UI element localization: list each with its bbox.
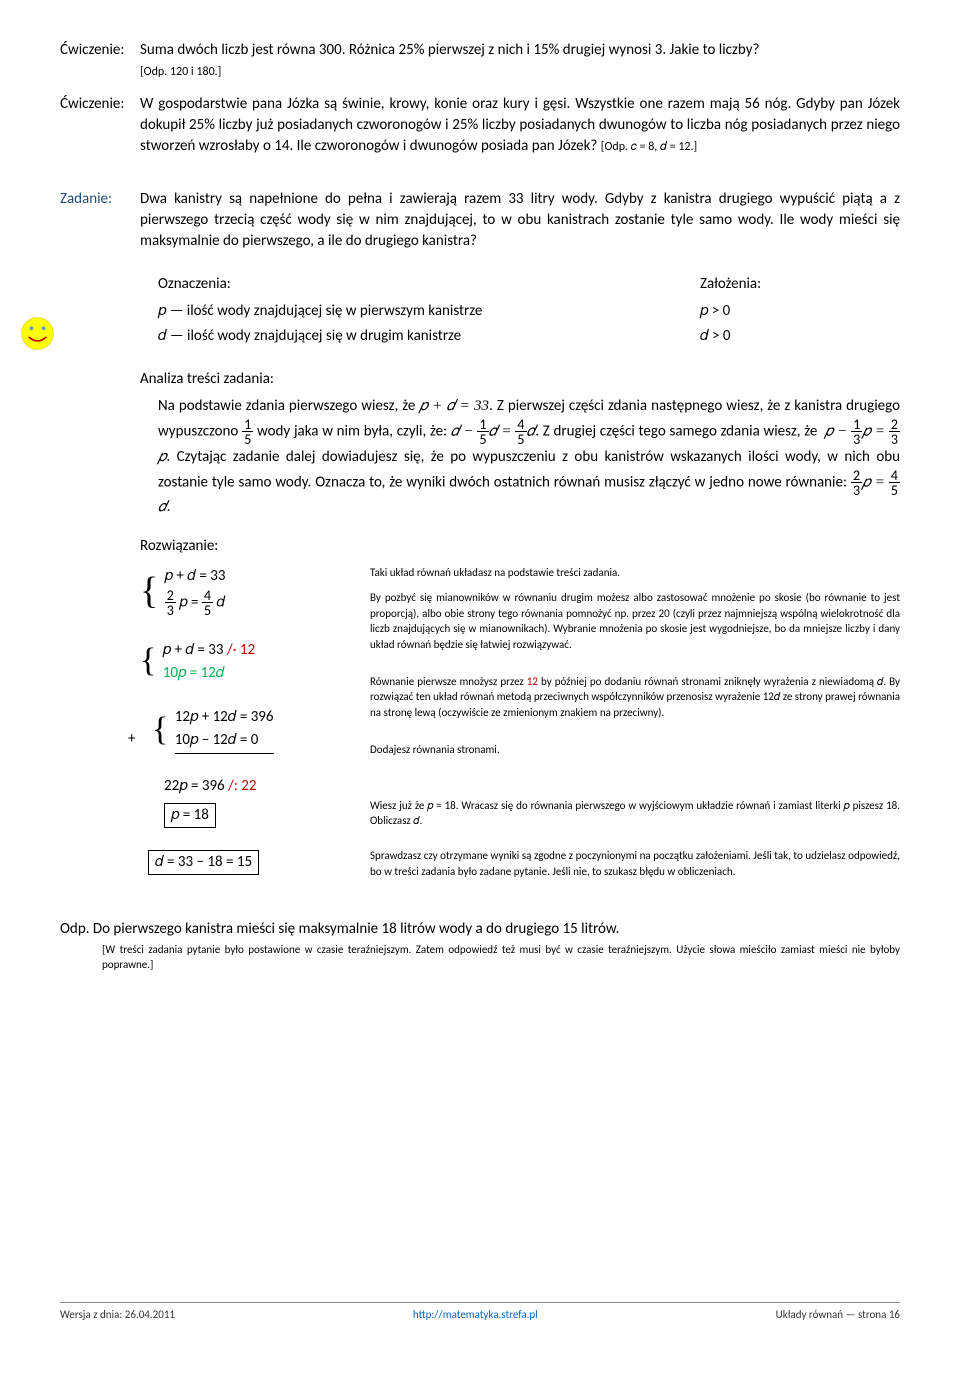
footer-link[interactable]: http://matematyka.strefa.pl [413, 1307, 538, 1322]
answer-note: [W treści zadania pytanie było postawion… [60, 942, 900, 973]
eq2a: 𝑝 + 𝑑 = 33 /· 12 [163, 639, 255, 662]
oznaczenia: Oznaczenia: 𝑝 — ilość wody znajdującej s… [140, 274, 700, 351]
task: Zadanie: Dwa kanistry są napełnione do p… [60, 189, 900, 252]
eq4b: 𝑝 = 18 [164, 803, 216, 828]
eq3a: 12𝑝 + 12𝑑 = 396 [175, 706, 274, 729]
exercise-1: Ćwiczenie: Suma dwóch liczb jest równa 3… [60, 40, 900, 82]
analysis-title: Analiza treści zadania: [140, 369, 900, 390]
eq5: 𝑑 = 33 − 18 = 15 [148, 850, 259, 875]
zalozenia-title: Założenia: [700, 274, 900, 295]
note-4: Dodajesz równania stronami. [370, 742, 900, 757]
page: Ćwiczenie: Suma dwóch liczb jest równa 3… [0, 0, 960, 1340]
eq-system-1: { 𝑝 + 𝑑 = 33 23 𝑝 = 45 𝑑 [140, 565, 340, 617]
note-5: Wiesz już że 𝑝 = 18. Wracasz się do równ… [370, 798, 900, 829]
note-1: Taki układ równań układasz na podstawie … [370, 565, 900, 580]
note-2: By pozbyć się mianowników w równaniu dru… [370, 590, 900, 652]
oznaczenia-title: Oznaczenia: [158, 274, 700, 295]
zalozenia-p: 𝑝 > 0 [700, 301, 900, 322]
task-body: Dwa kanistry są napełnione do pełna i za… [140, 189, 900, 252]
definitions: Oznaczenia: 𝑝 — ilość wody znajdującej s… [140, 274, 900, 351]
eq3b: 10𝑝 − 12𝑑 = 0 [175, 729, 274, 752]
exercise-2-text: W gospodarstwie pana Józka są świnie, kr… [140, 95, 900, 155]
exercise-1-answer: [Odp. 120 i 180.] [140, 65, 221, 79]
smiley-icon [20, 316, 55, 351]
exercise-1-body: Suma dwóch liczb jest równa 300. Różnica… [140, 40, 900, 82]
exercise-1-text: Suma dwóch liczb jest równa 300. Różnica… [140, 41, 759, 59]
eq-system-2: { 𝑝 + 𝑑 = 33 /· 12 10𝑝 = 12𝑑 [140, 639, 340, 684]
answer-text: Odp. Do pierwszego kanistra mieści się m… [60, 919, 900, 940]
equations-column: { 𝑝 + 𝑑 = 33 23 𝑝 = 45 𝑑 { [140, 565, 340, 897]
exercise-2-answer: [Odp. 𝑐 = 8, 𝑑 = 12.] [601, 140, 697, 154]
analysis-body: Na podstawie zdania pierwszego wiesz, że… [140, 396, 900, 518]
zalozenia: Założenia: 𝑝 > 0 𝑑 > 0 [700, 274, 900, 351]
eq2b: 10𝑝 = 12𝑑 [163, 662, 255, 685]
oznaczenia-d: 𝑑 — ilość wody znajdującej się w drugim … [158, 326, 700, 347]
eq1b: 23 𝑝 = 45 𝑑 [165, 588, 226, 618]
answer: Odp. Do pierwszego kanistra mieści się m… [60, 919, 900, 973]
solution-title: Rozwiązanie: [140, 536, 900, 557]
definitions-row: Oznaczenia: 𝑝 — ilość wody znajdującej s… [60, 264, 900, 897]
exercise-1-label: Ćwiczenie: [60, 40, 140, 82]
eq-system-4: 22𝑝 = 396 /: 22 𝑝 = 18 [140, 776, 340, 828]
exercise-2: Ćwiczenie: W gospodarstwie pana Józka są… [60, 94, 900, 157]
footer-version: Wersja z dnia: 26.04.2011 [60, 1307, 175, 1322]
solution-section: Rozwiązanie: { 𝑝 + 𝑑 = 33 23 𝑝 = 45 𝑑 [140, 536, 900, 897]
plus-icon: + [128, 729, 135, 750]
analysis-section: Analiza treści zadania: Na podstawie zda… [140, 369, 900, 518]
footer-page: Układy równań — strona 16 [776, 1307, 900, 1322]
eq4a: 22𝑝 = 396 /: 22 [164, 776, 340, 797]
zalozenia-d: 𝑑 > 0 [700, 326, 900, 347]
eq-system-3: + { 12𝑝 + 12𝑑 = 396 10𝑝 − 12𝑑 = 0 [140, 706, 340, 754]
exercise-2-label: Ćwiczenie: [60, 94, 140, 157]
oznaczenia-p: 𝑝 — ilość wody znajdującej się w pierwsz… [158, 301, 700, 322]
note-3: Równanie pierwsze mnożysz przez 12 by pó… [370, 674, 900, 720]
page-footer: Wersja z dnia: 26.04.2011 http://matemat… [60, 1302, 900, 1322]
solution-columns: { 𝑝 + 𝑑 = 33 23 𝑝 = 45 𝑑 { [140, 565, 900, 897]
task-label: Zadanie: [60, 189, 140, 252]
note-6: Sprawdzasz czy otrzymane wyniki są zgodn… [370, 848, 900, 879]
notes-column: Taki układ równań układasz na podstawie … [370, 565, 900, 897]
exercise-2-body: W gospodarstwie pana Józka są świnie, kr… [140, 94, 900, 157]
eq-system-5: 𝑑 = 33 − 18 = 15 [140, 850, 340, 875]
task-text: Dwa kanistry są napełnione do pełna i za… [140, 190, 900, 250]
eq1a: 𝑝 + 𝑑 = 33 [165, 565, 226, 588]
